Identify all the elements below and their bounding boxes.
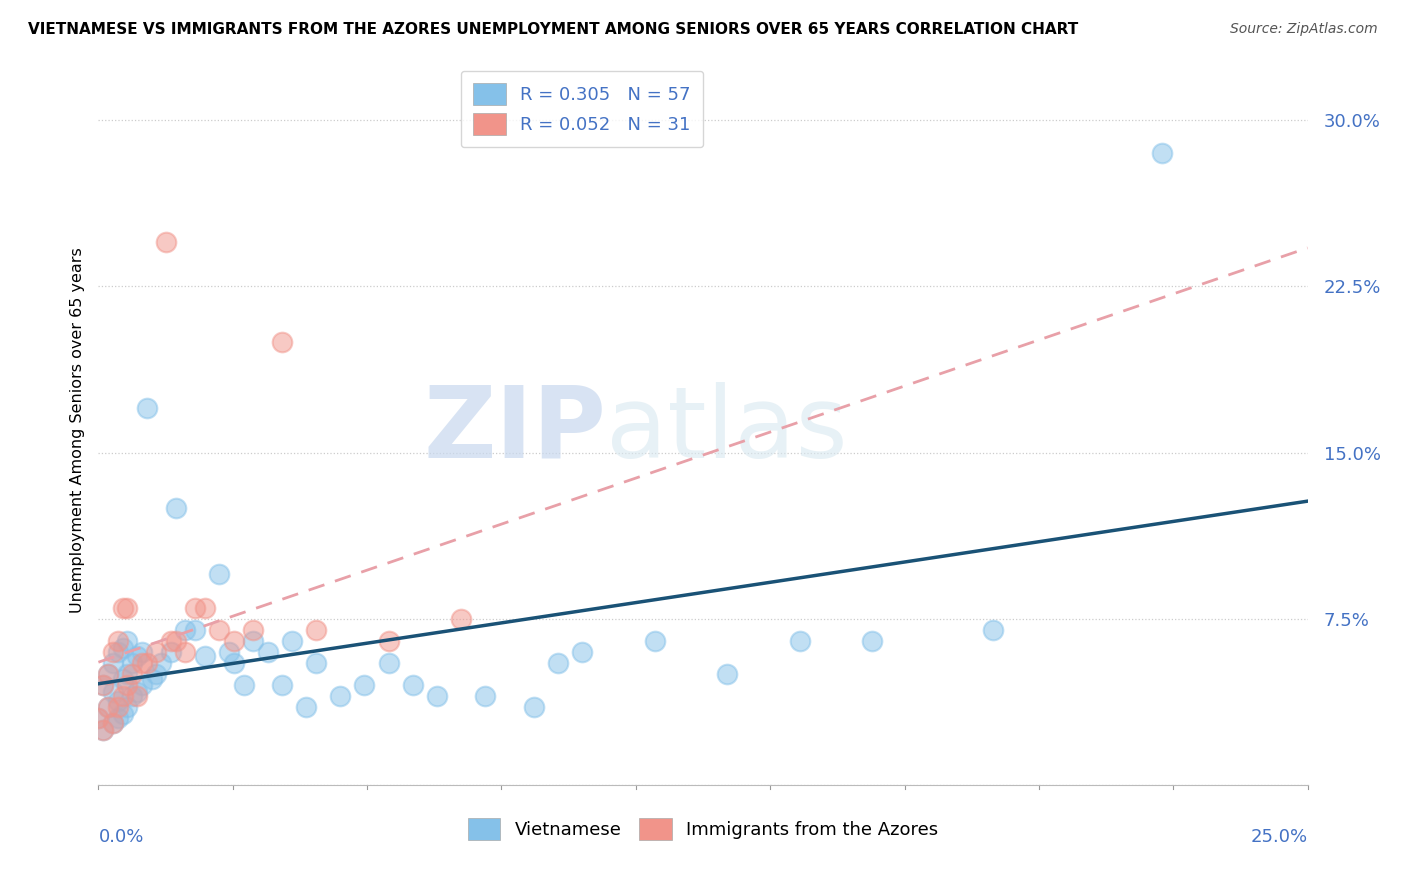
Point — [571, 645, 593, 659]
Point — [165, 634, 187, 648]
Point — [174, 645, 197, 659]
Point — [97, 667, 120, 681]
Point — [860, 634, 883, 648]
Point — [131, 645, 153, 659]
Point — [1152, 146, 1174, 161]
Point — [150, 656, 173, 670]
Point — [208, 623, 231, 637]
Point — [107, 634, 129, 648]
Point — [97, 667, 120, 681]
Text: atlas: atlas — [606, 382, 848, 479]
Point — [194, 600, 217, 615]
Text: 0.0%: 0.0% — [98, 828, 143, 846]
Point — [107, 700, 129, 714]
Point — [194, 649, 217, 664]
Point — [117, 700, 139, 714]
Point — [121, 656, 143, 670]
Point — [107, 645, 129, 659]
Point — [117, 667, 139, 681]
Point — [271, 678, 294, 692]
Point — [353, 678, 375, 692]
Text: VIETNAMESE VS IMMIGRANTS FROM THE AZORES UNEMPLOYMENT AMONG SENIORS OVER 65 YEAR: VIETNAMESE VS IMMIGRANTS FROM THE AZORES… — [28, 22, 1078, 37]
Point — [107, 694, 129, 708]
Point — [145, 667, 167, 681]
Point — [117, 634, 139, 648]
Text: ZIP: ZIP — [423, 382, 606, 479]
Point — [111, 600, 134, 615]
Point — [305, 656, 328, 670]
Point — [101, 685, 124, 699]
Point — [111, 690, 134, 704]
Point — [426, 690, 449, 704]
Point — [127, 685, 149, 699]
Point — [165, 500, 187, 515]
Text: Source: ZipAtlas.com: Source: ZipAtlas.com — [1230, 22, 1378, 37]
Point — [281, 634, 304, 648]
Point — [111, 640, 134, 655]
Point — [111, 706, 134, 721]
Point — [271, 334, 294, 349]
Point — [232, 678, 254, 692]
Point — [377, 634, 399, 648]
Point — [547, 656, 569, 670]
Point — [208, 567, 231, 582]
Point — [91, 723, 114, 737]
Point — [644, 634, 666, 648]
Point — [91, 678, 114, 692]
Point — [222, 634, 245, 648]
Point — [127, 690, 149, 704]
Point — [523, 700, 546, 714]
Point — [981, 623, 1004, 637]
Point — [402, 678, 425, 692]
Point — [141, 672, 163, 686]
Point — [127, 649, 149, 664]
Point — [135, 656, 157, 670]
Point — [295, 700, 318, 714]
Point — [91, 723, 114, 737]
Point — [135, 401, 157, 416]
Point — [377, 656, 399, 670]
Point — [305, 623, 328, 637]
Point — [111, 672, 134, 686]
Point — [91, 678, 114, 692]
Point — [222, 656, 245, 670]
Point — [121, 690, 143, 704]
Point — [155, 235, 177, 249]
Point — [101, 645, 124, 659]
Point — [131, 678, 153, 692]
Point — [184, 623, 207, 637]
Point — [450, 612, 472, 626]
Point — [716, 667, 738, 681]
Point — [242, 634, 264, 648]
Point — [184, 600, 207, 615]
Legend: Vietnamese, Immigrants from the Azores: Vietnamese, Immigrants from the Azores — [460, 810, 946, 847]
Point — [117, 678, 139, 692]
Point — [242, 623, 264, 637]
Point — [107, 711, 129, 725]
Text: 25.0%: 25.0% — [1250, 828, 1308, 846]
Point — [101, 715, 124, 730]
Point — [474, 690, 496, 704]
Point — [145, 645, 167, 659]
Point — [87, 711, 110, 725]
Point — [160, 645, 183, 659]
Point — [256, 645, 278, 659]
Point — [174, 623, 197, 637]
Point — [117, 600, 139, 615]
Point — [131, 656, 153, 670]
Point — [101, 656, 124, 670]
Point — [97, 700, 120, 714]
Point — [121, 667, 143, 681]
Point — [329, 690, 352, 704]
Point — [101, 715, 124, 730]
Y-axis label: Unemployment Among Seniors over 65 years: Unemployment Among Seniors over 65 years — [69, 247, 84, 614]
Point — [97, 700, 120, 714]
Point — [87, 711, 110, 725]
Point — [160, 634, 183, 648]
Point — [789, 634, 811, 648]
Point — [218, 645, 240, 659]
